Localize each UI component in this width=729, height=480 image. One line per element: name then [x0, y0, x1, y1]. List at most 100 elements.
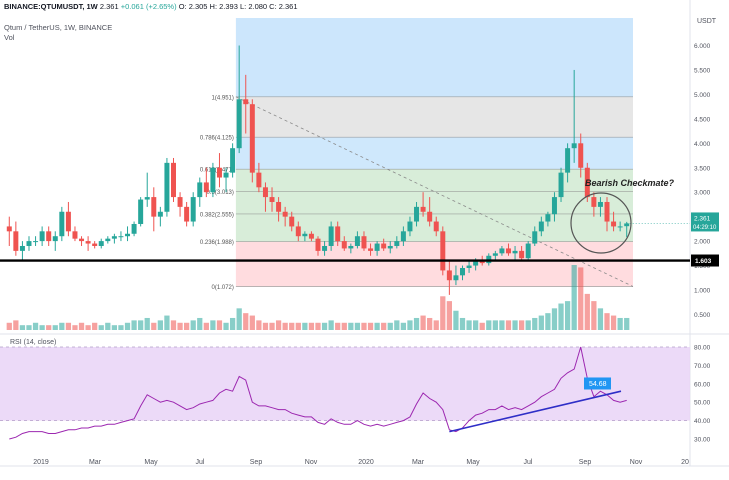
candle-body[interactable] [617, 226, 623, 228]
candle-body[interactable] [597, 201, 603, 207]
candle-body[interactable] [144, 197, 150, 200]
candle-body[interactable] [256, 172, 262, 188]
candle-body[interactable] [328, 226, 334, 246]
last-price-tag[interactable] [691, 212, 719, 232]
candle-body[interactable] [79, 238, 85, 242]
candle-body[interactable] [262, 187, 268, 198]
candle-body[interactable] [289, 216, 295, 227]
candle-body[interactable] [216, 167, 222, 178]
candle-body[interactable] [400, 231, 406, 242]
candle-body[interactable] [414, 206, 420, 222]
fib-trend-diagonal[interactable] [235, 96, 634, 287]
candle-body[interactable] [236, 99, 242, 149]
candle-body[interactable] [276, 201, 282, 212]
candle-body[interactable] [52, 236, 58, 242]
candle-body[interactable] [479, 260, 485, 264]
candle-body[interactable] [453, 275, 459, 281]
candle-body[interactable] [604, 201, 610, 222]
candle-body[interactable] [565, 148, 571, 173]
rsi-value-tag[interactable] [584, 377, 611, 390]
candle-body[interactable] [118, 236, 124, 238]
candle-body[interactable] [59, 211, 65, 237]
candle-body[interactable] [197, 182, 203, 198]
candle-body[interactable] [460, 267, 466, 276]
candle-body[interactable] [519, 250, 525, 259]
candle-body[interactable] [243, 99, 249, 105]
candle-body[interactable] [249, 104, 255, 173]
candle-body[interactable] [407, 221, 413, 232]
candle-body[interactable] [151, 197, 157, 217]
candle-body[interactable] [322, 245, 328, 251]
candle-body[interactable] [46, 231, 52, 242]
candle-body[interactable] [125, 233, 131, 237]
candle-body[interactable] [374, 243, 380, 251]
candle-body[interactable] [335, 226, 341, 242]
candle-body[interactable] [433, 221, 439, 232]
candle-body[interactable] [131, 223, 137, 234]
candle-body[interactable] [584, 167, 590, 198]
candle-body[interactable] [558, 172, 564, 198]
candle-body[interactable] [545, 214, 551, 222]
candle-body[interactable] [341, 241, 347, 249]
candle-body[interactable] [348, 245, 354, 249]
candle-body[interactable] [19, 245, 25, 251]
candle-body[interactable] [381, 243, 387, 249]
candle-body[interactable] [361, 236, 367, 249]
candle-body[interactable] [571, 143, 577, 149]
candle-body[interactable] [39, 231, 45, 242]
candle-body[interactable] [230, 148, 236, 173]
candle-body[interactable] [440, 231, 446, 271]
candle-body[interactable] [223, 172, 229, 178]
rsi-trendline[interactable] [449, 390, 622, 433]
candle-body[interactable] [446, 270, 452, 281]
annotation-circle[interactable] [570, 192, 632, 254]
candle-body[interactable] [611, 221, 617, 227]
candle-body[interactable] [532, 231, 538, 244]
candle-body[interactable] [92, 243, 98, 246]
candle-body[interactable] [427, 211, 433, 222]
candle-body[interactable] [394, 241, 400, 246]
candle-body[interactable] [578, 143, 584, 168]
candle-body[interactable] [177, 197, 183, 207]
candle-body[interactable] [184, 206, 190, 222]
candle-body[interactable] [591, 197, 597, 207]
candle-body[interactable] [72, 231, 78, 239]
candle-body[interactable] [512, 250, 518, 254]
candle-body[interactable] [295, 226, 301, 237]
candle-body[interactable] [368, 248, 374, 251]
candle-body[interactable] [420, 206, 426, 212]
candle-body[interactable] [164, 162, 170, 212]
support-price-tag[interactable] [691, 254, 719, 267]
candle-body[interactable] [525, 243, 531, 259]
candle-body[interactable] [111, 236, 117, 239]
candle-body[interactable] [551, 197, 557, 215]
candle-body[interactable] [98, 241, 104, 246]
candle-body[interactable] [387, 245, 393, 249]
candle-body[interactable] [354, 236, 360, 246]
candle-body[interactable] [473, 260, 479, 266]
candle-body[interactable] [269, 197, 275, 202]
candle-body[interactable] [624, 223, 630, 227]
candle-body[interactable] [210, 167, 216, 193]
candle-body[interactable] [157, 211, 163, 217]
candle-body[interactable] [492, 253, 498, 256]
candle-body[interactable] [302, 233, 308, 237]
candle-body[interactable] [499, 248, 505, 254]
candle-body[interactable] [85, 241, 91, 244]
candle-body[interactable] [308, 233, 314, 239]
candle-body[interactable] [33, 241, 39, 243]
candle-body[interactable] [6, 226, 12, 232]
candle-body[interactable] [282, 211, 288, 217]
candle-body[interactable] [170, 162, 176, 198]
candle-body[interactable] [13, 231, 19, 251]
candle-body[interactable] [315, 238, 321, 251]
symbol-name[interactable]: BINANCE:QTUMUSDT, 1W [4, 2, 98, 11]
candle-body[interactable] [538, 221, 544, 232]
rsi-line[interactable] [9, 346, 627, 440]
candle-body[interactable] [203, 182, 209, 193]
candle-body[interactable] [105, 238, 111, 242]
candle-body[interactable] [505, 248, 511, 254]
candle-body[interactable] [138, 199, 144, 224]
candle-body[interactable] [65, 211, 71, 232]
